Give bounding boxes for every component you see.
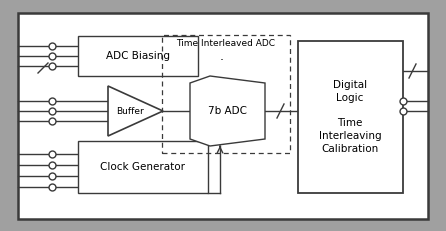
Bar (298, 41, 403, 193)
Text: ·: · (220, 55, 224, 67)
Text: 7b ADC: 7b ADC (208, 106, 248, 116)
Bar (78, 141, 208, 193)
Bar (162, 35, 290, 153)
Text: Clock Generator: Clock Generator (100, 162, 186, 172)
Bar (78, 36, 198, 76)
Text: Digital
Logic

Time
Interleaving
Calibration: Digital Logic Time Interleaving Calibrat… (319, 80, 381, 154)
Text: Time Interleaved ADC: Time Interleaved ADC (177, 39, 276, 48)
Polygon shape (108, 86, 163, 136)
Text: ADC Biasing: ADC Biasing (106, 51, 170, 61)
Bar (18, 13, 428, 219)
Text: Buffer: Buffer (116, 106, 144, 116)
Polygon shape (190, 76, 265, 146)
